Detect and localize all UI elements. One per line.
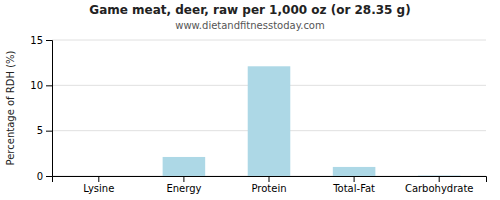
x-tick: Carbohydrate (405, 176, 474, 194)
plot: 0 5 10 15 Lysine Energy Protein Total-Fat Carboh… (30, 35, 486, 194)
x-axis-line (53, 177, 487, 183)
y-axis: 0 5 10 15 (30, 35, 52, 182)
y-tick: 10 (30, 80, 52, 91)
x-tick-label: Protein (251, 183, 286, 194)
x-tick-mark (269, 176, 270, 182)
subtitle: www.dietandfitnesstoday.com (175, 20, 324, 31)
y-tick-mark (46, 85, 52, 86)
y-tick-label: 10 (30, 80, 43, 91)
x-tick: Lysine (83, 176, 114, 194)
x-tick: Protein (251, 176, 286, 194)
bar (333, 167, 376, 176)
y-axis-title: Percentage of RDH (%) (5, 50, 16, 165)
x-tick-mark (439, 176, 440, 182)
bar (418, 175, 461, 176)
bars (163, 66, 461, 176)
x-tick-mark (354, 176, 355, 182)
chart-svg: Game meat, deer, raw per 1,000 oz (or 28… (0, 0, 500, 200)
y-tick: 5 (37, 125, 52, 136)
y-tick: 15 (30, 35, 52, 46)
x-tick-label: Carbohydrate (405, 183, 474, 194)
grid-line (52, 40, 486, 41)
x-axis: Lysine Energy Protein Total-Fat Carbohydrate (53, 176, 487, 194)
bar (163, 157, 206, 176)
y-tick-label: 15 (30, 35, 43, 46)
x-tick-label: Total-Fat (332, 183, 375, 194)
bar (248, 66, 291, 176)
x-tick-mark (98, 176, 99, 182)
title: Game meat, deer, raw per 1,000 oz (or 28… (89, 3, 410, 17)
chart-container: Game meat, deer, raw per 1,000 oz (or 28… (0, 0, 500, 200)
x-tick: Energy (166, 176, 201, 194)
y-tick-mark (46, 40, 52, 41)
y-tick-mark (46, 131, 52, 132)
y-tick-mark (46, 176, 52, 177)
y-tick-label: 5 (37, 125, 43, 136)
y-tick-label: 0 (37, 171, 43, 182)
x-tick-label: Lysine (83, 183, 114, 194)
x-tick: Total-Fat (332, 176, 375, 194)
bar (78, 176, 121, 177)
x-tick-label: Energy (166, 183, 201, 194)
grid (52, 40, 486, 176)
y-axis-line (46, 41, 53, 177)
x-tick-mark (183, 176, 184, 182)
y-tick: 0 (37, 171, 52, 182)
